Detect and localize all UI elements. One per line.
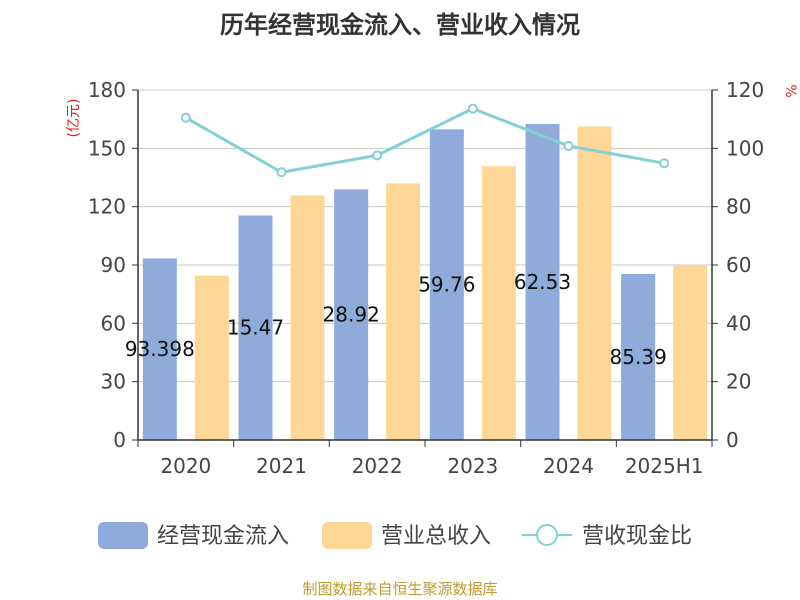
bar-cash-inflow [238,215,273,440]
bar-cash-inflow [429,129,464,440]
legend-swatch-ratio-marker [536,524,558,546]
x-tick-label: 2023 [447,454,498,478]
x-tick-label: 2024 [543,454,594,478]
left-tick-label: 0 [113,428,126,452]
ratio-point [563,141,574,151]
right-tick-label: 40 [726,311,751,335]
legend-label: 营收现金比 [582,524,692,549]
bar-data-label: 15.47 [227,316,284,340]
bar-revenue [386,183,421,441]
ratio-point [180,112,191,123]
bar-data-label: 28.92 [323,303,380,327]
left-axis-label: (亿元) [66,99,82,138]
bar-cash-inflow [334,189,369,440]
left-tick-label: 120 [88,195,126,219]
bar-revenue [577,126,612,440]
left-tick-label: 150 [88,136,126,160]
x-tick-label: 2025H1 [625,454,704,478]
bar-data-label: 93.398 [125,337,195,361]
ratio-point [659,158,670,169]
right-tick-label: 80 [726,195,751,219]
x-tick-label: 2020 [160,454,211,478]
right-tick-label: 0 [726,428,739,452]
ratio-point [467,103,478,114]
chart-title: 历年经营现金流入、营业收入情况 [220,11,580,39]
left-tick-label: 60 [101,311,126,335]
ratio-line [185,107,665,174]
bar-revenue [673,265,708,440]
bar-cash-inflow [525,123,560,440]
legend-swatch-cash-inflow [98,522,148,549]
x-tick-label: 2021 [256,454,307,478]
legend-label: 经营现金流入 [157,524,289,549]
bar-data-label: 59.76 [418,273,475,297]
right-tick-label: 60 [726,253,751,277]
right-axis-label: % [782,84,798,97]
ratio-point [372,150,383,161]
bar-revenue [194,275,229,440]
legend-label: 营业总收入 [381,524,491,549]
left-tick-label: 30 [101,370,126,394]
right-tick-label: 120 [726,78,764,102]
left-tick-label: 90 [101,253,126,277]
bar-data-label: 62.53 [514,270,571,294]
bar-data-label: 85.39 [610,345,667,369]
source-footer: 制图数据来自恒生聚源数据库 [302,580,498,598]
x-tick-label: 2022 [352,454,403,478]
bar-revenue [290,195,325,440]
left-tick-label: 180 [88,78,126,102]
ratio-point [276,167,287,178]
bar-cash-inflow [142,258,177,440]
right-tick-label: 100 [726,136,764,160]
bar-cash-inflow [621,273,656,440]
bar-revenue [481,166,516,440]
legend-swatch-revenue [322,522,372,549]
right-tick-label: 20 [726,370,751,394]
